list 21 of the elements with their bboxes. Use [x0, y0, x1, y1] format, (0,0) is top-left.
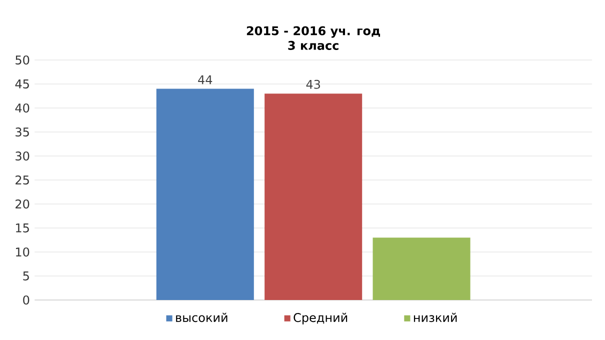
bar: [372, 238, 470, 300]
y-tick-label: 50: [16, 55, 30, 65]
y-tick-label: 25: [16, 175, 29, 185]
y-tick-label: 40: [15, 103, 30, 113]
data-label: 44: [198, 75, 212, 84]
legend-label: Средний: [294, 312, 348, 324]
data-label: 43: [306, 80, 320, 89]
y-tick-label: 45: [15, 80, 29, 88]
chart-title: 2015 - 2016 уч. год: [246, 26, 380, 38]
y-tick-label: 5: [23, 272, 29, 280]
y-tick-label: 20: [16, 199, 30, 209]
y-tick-label: 30: [16, 151, 30, 161]
chart-subtitle: 3 класс: [288, 40, 338, 50]
y-tick-label: 15: [16, 224, 29, 232]
y-tick-label: 35: [16, 127, 29, 137]
legend-label: низкий: [414, 312, 457, 322]
bar: [264, 94, 362, 300]
bar: [156, 88, 254, 300]
y-tick-label: 10: [16, 247, 30, 257]
legend-label: высокий: [176, 312, 228, 322]
y-tick-label: 0: [23, 295, 30, 305]
